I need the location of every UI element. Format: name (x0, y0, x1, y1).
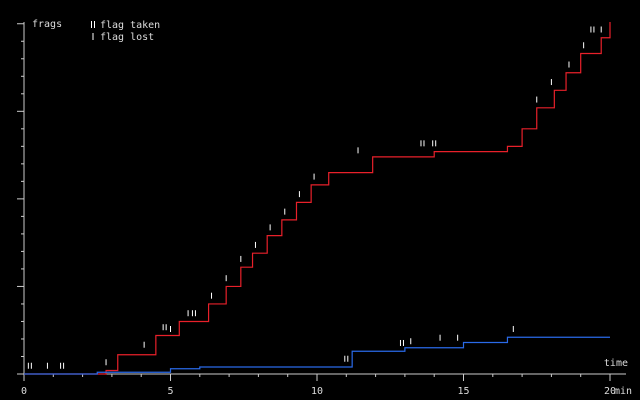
x-tick-label: 0 (21, 386, 27, 397)
flag-marker (162, 324, 167, 331)
x-tick-label: 20 (604, 386, 616, 397)
y-axis-label: frags (32, 19, 62, 30)
x-tick-label: 15 (457, 386, 469, 397)
legend-label: flag taken (100, 20, 160, 31)
flag-marker (191, 310, 196, 317)
series-line (24, 336, 610, 375)
x-tick-label: 5 (167, 386, 173, 397)
flag-marker (432, 140, 437, 147)
flag-marker (399, 339, 404, 346)
x-tick-label: 10 (311, 386, 323, 397)
flag-marker (590, 26, 595, 33)
x-unit-label: min (614, 386, 632, 397)
series-line (24, 22, 611, 375)
x-axis-label: time (604, 358, 628, 369)
legend-label: flag lost (100, 32, 154, 43)
flag-marker (344, 355, 349, 362)
flag-marker (27, 362, 32, 369)
flag-marker (420, 140, 425, 147)
flag-marker (60, 362, 65, 369)
